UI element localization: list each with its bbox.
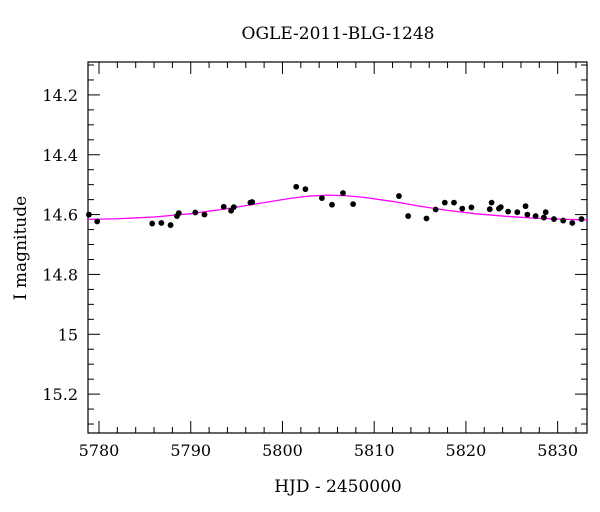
data-points-layer xyxy=(86,183,585,228)
plot-frame xyxy=(87,61,588,434)
y-tick-label: 14.6 xyxy=(42,206,78,225)
x-tick-label: 5800 xyxy=(262,441,303,460)
x-axis-label: HJD - 2450000 xyxy=(274,477,402,497)
data-point xyxy=(350,201,356,208)
data-point xyxy=(340,190,346,196)
x-tick-label: 5810 xyxy=(354,441,395,460)
data-point xyxy=(497,204,504,211)
data-point xyxy=(192,209,199,216)
data-point xyxy=(94,218,101,225)
x-tick-label: 5820 xyxy=(446,441,487,460)
model-curve xyxy=(87,194,588,221)
data-point xyxy=(451,199,457,206)
data-point xyxy=(524,211,531,218)
axis-ticks xyxy=(88,62,587,433)
data-point xyxy=(149,220,156,227)
data-point xyxy=(505,208,512,215)
data-point xyxy=(175,210,182,216)
data-point xyxy=(522,203,529,210)
data-point xyxy=(578,216,585,222)
chart-title: OGLE-2011-BLG-1248 xyxy=(242,24,435,44)
data-point xyxy=(542,209,549,216)
data-point xyxy=(423,215,430,222)
data-point xyxy=(405,213,412,219)
data-point xyxy=(441,199,448,206)
axis-tick-labels: 5780 5790 5800 5810 5820 5830 14.2 14.4 14.6 14.8… xyxy=(42,86,578,460)
data-point xyxy=(249,199,256,205)
data-point xyxy=(432,206,439,213)
data-point xyxy=(158,220,165,226)
data-point xyxy=(486,206,493,213)
data-point xyxy=(540,214,547,221)
data-point xyxy=(488,199,495,206)
data-point xyxy=(293,183,300,190)
y-tick-label: 14.2 xyxy=(42,86,78,105)
data-point xyxy=(459,205,466,212)
data-point xyxy=(569,220,576,226)
data-point xyxy=(230,204,237,211)
data-point xyxy=(302,186,309,193)
y-tick-label: 15.2 xyxy=(42,385,78,404)
data-point xyxy=(560,217,567,224)
data-point xyxy=(532,213,539,219)
x-tick-label: 5790 xyxy=(170,441,211,460)
data-point xyxy=(551,216,557,222)
y-tick-label: 15 xyxy=(58,325,78,344)
x-tick-label: 5780 xyxy=(79,441,120,460)
y-axis-label: I magnitude xyxy=(11,196,31,300)
data-point xyxy=(220,203,227,210)
x-tick-label: 5830 xyxy=(537,441,578,460)
data-point xyxy=(167,222,174,228)
data-point xyxy=(514,209,521,216)
y-tick-label: 14.4 xyxy=(42,146,78,165)
data-point xyxy=(201,211,208,218)
data-point xyxy=(86,211,92,218)
data-point xyxy=(396,193,402,199)
data-point xyxy=(329,201,335,208)
data-point xyxy=(319,195,325,202)
model-curve-layer xyxy=(87,194,588,221)
data-point xyxy=(468,204,475,211)
y-tick-label: 14.8 xyxy=(42,265,78,284)
